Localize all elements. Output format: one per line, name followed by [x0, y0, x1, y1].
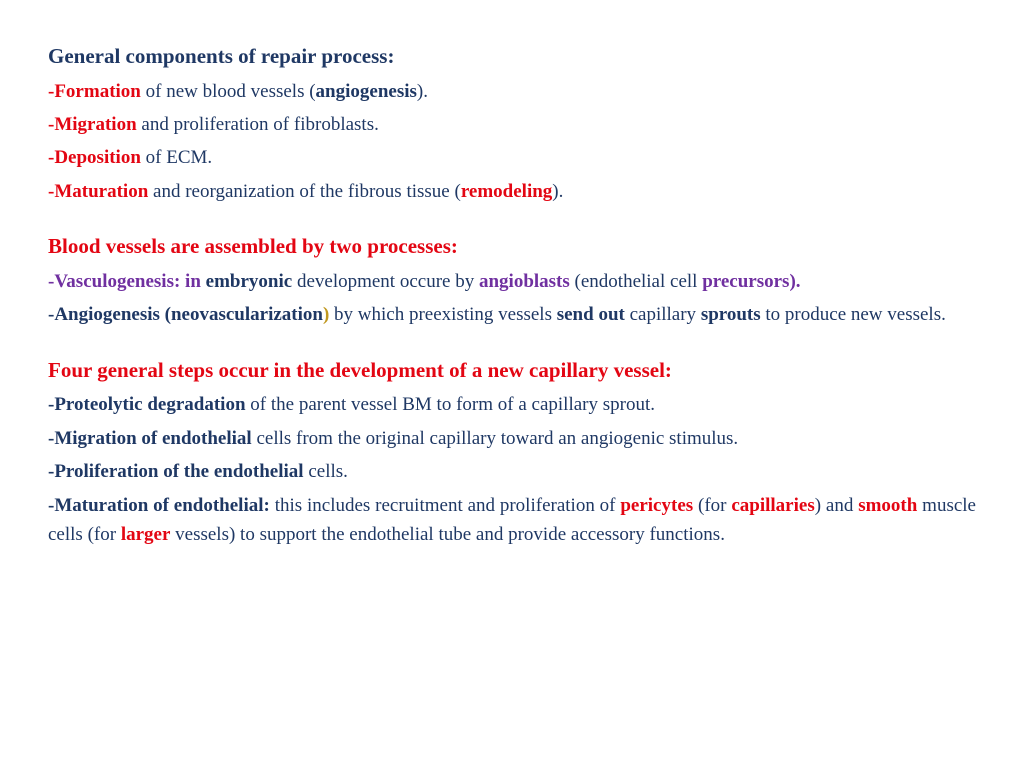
line1-text-a: of new blood vessels ( — [141, 81, 316, 102]
s3l3-rest: cells. — [304, 461, 348, 482]
section2-line1: -Vasculogenesis: in embryonic developmen… — [48, 267, 976, 296]
s2l2-d: capillary — [625, 304, 701, 325]
s3l4-b: pericytes — [620, 495, 693, 516]
line2-text: and proliferation of fibroblasts. — [137, 114, 379, 135]
line4-text-a: and reorganization of the fibrous tissue… — [148, 181, 461, 202]
line1-text-b: ). — [417, 81, 428, 102]
s3l4-f: smooth — [858, 495, 917, 516]
s3l4-key: -Maturation of endothelial: — [48, 495, 270, 516]
section1-heading: General components of repair process: — [48, 40, 976, 73]
section1-line1: -Formation of new blood vessels (angioge… — [48, 77, 976, 106]
line2-keyword: -Migration — [48, 114, 137, 135]
s3l4-h: larger — [121, 524, 171, 545]
section1-line3: -Deposition of ECM. — [48, 143, 976, 172]
s2l1-f: precursors). — [702, 271, 800, 292]
section1-line4: -Maturation and reorganization of the fi… — [48, 177, 976, 206]
s3l4-a: this includes recruitment and proliferat… — [270, 495, 621, 516]
s2l2-f: to produce new vessels. — [761, 304, 946, 325]
s2l2-a: -Angiogenesis (neovascularization — [48, 304, 323, 325]
line3-text: of ECM. — [141, 147, 212, 168]
s2l2-c: send out — [557, 304, 625, 325]
section2-heading: Blood vessels are assembled by two proce… — [48, 230, 976, 263]
line1-term: angiogenesis — [316, 81, 417, 102]
line1-keyword: -Formation — [48, 81, 141, 102]
line4-term: remodeling — [461, 181, 552, 202]
section3-line4: -Maturation of endothelial: this include… — [48, 491, 976, 550]
section3-heading: Four general steps occur in the developm… — [48, 354, 976, 387]
s3l1-key: -Proteolytic degradation — [48, 394, 246, 415]
s3l4-i: vessels) to support the endothelial tube… — [170, 524, 725, 545]
s3l4-e: ) and — [815, 495, 858, 516]
s2l1-b: embryonic — [206, 271, 293, 292]
section1-line2: -Migration and proliferation of fibrobla… — [48, 110, 976, 139]
s2l2-e: sprouts — [701, 304, 761, 325]
s3l4-d: capillaries — [731, 495, 814, 516]
s2l2-b: by which preexisting vessels — [329, 304, 556, 325]
line4-text-b: ). — [552, 181, 563, 202]
s3l2-key: -Migration of endothelial — [48, 428, 252, 449]
section3-line1: -Proteolytic degradation of the parent v… — [48, 390, 976, 419]
s3l1-rest: of the parent vessel BM to form of a cap… — [246, 394, 655, 415]
s2l1-d: angioblasts — [479, 271, 570, 292]
line4-keyword: -Maturation — [48, 181, 148, 202]
line3-keyword: -Deposition — [48, 147, 141, 168]
s3l3-key: -Proliferation of the endothelial — [48, 461, 304, 482]
section3-line2: -Migration of endothelial cells from the… — [48, 424, 976, 453]
s2l1-c: development occure by — [292, 271, 479, 292]
s3l4-c: (for — [693, 495, 731, 516]
s2l1-a: -Vasculogenesis: in — [48, 271, 206, 292]
s2l1-e: (endothelial cell — [570, 271, 702, 292]
section3-line3: -Proliferation of the endothelial cells. — [48, 457, 976, 486]
s3l2-rest: cells from the original capillary toward… — [252, 428, 738, 449]
section2-line2: -Angiogenesis (neovascularization) by wh… — [48, 300, 976, 329]
